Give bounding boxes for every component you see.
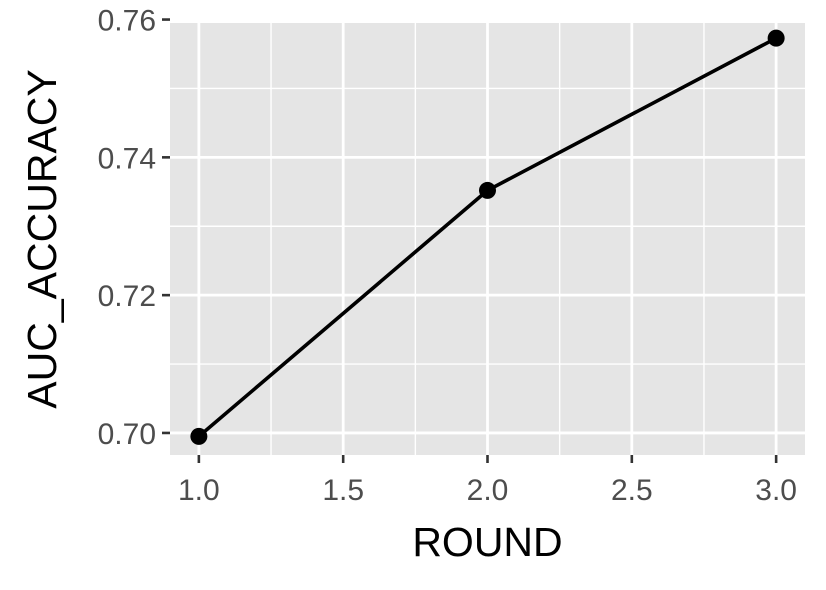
data-point [190, 427, 208, 445]
x-tick-label: 2.0 [467, 474, 509, 507]
x-axis: 1.0 1.5 2.0 2.5 3.0 [178, 455, 797, 507]
series-layer [190, 29, 785, 445]
data-point [767, 29, 785, 47]
y-tick-label: 0.70 [98, 418, 156, 451]
x-tick-label: 2.5 [611, 474, 653, 507]
y-axis-title: AUC_ACCURACY [19, 69, 65, 408]
x-axis-title: ROUND [412, 519, 562, 565]
major-gridlines [170, 18, 805, 455]
y-tick-label: 0.76 [98, 5, 156, 38]
y-tick-label: 0.72 [98, 280, 156, 313]
data-point [479, 181, 496, 199]
x-tick-label: 3.0 [755, 474, 797, 507]
y-tick-label: 0.74 [98, 142, 156, 175]
x-tick-label: 1.0 [178, 474, 220, 507]
x-tick-label: 1.5 [322, 474, 364, 507]
y-axis: 0.70 0.72 0.74 0.76 [98, 5, 170, 451]
